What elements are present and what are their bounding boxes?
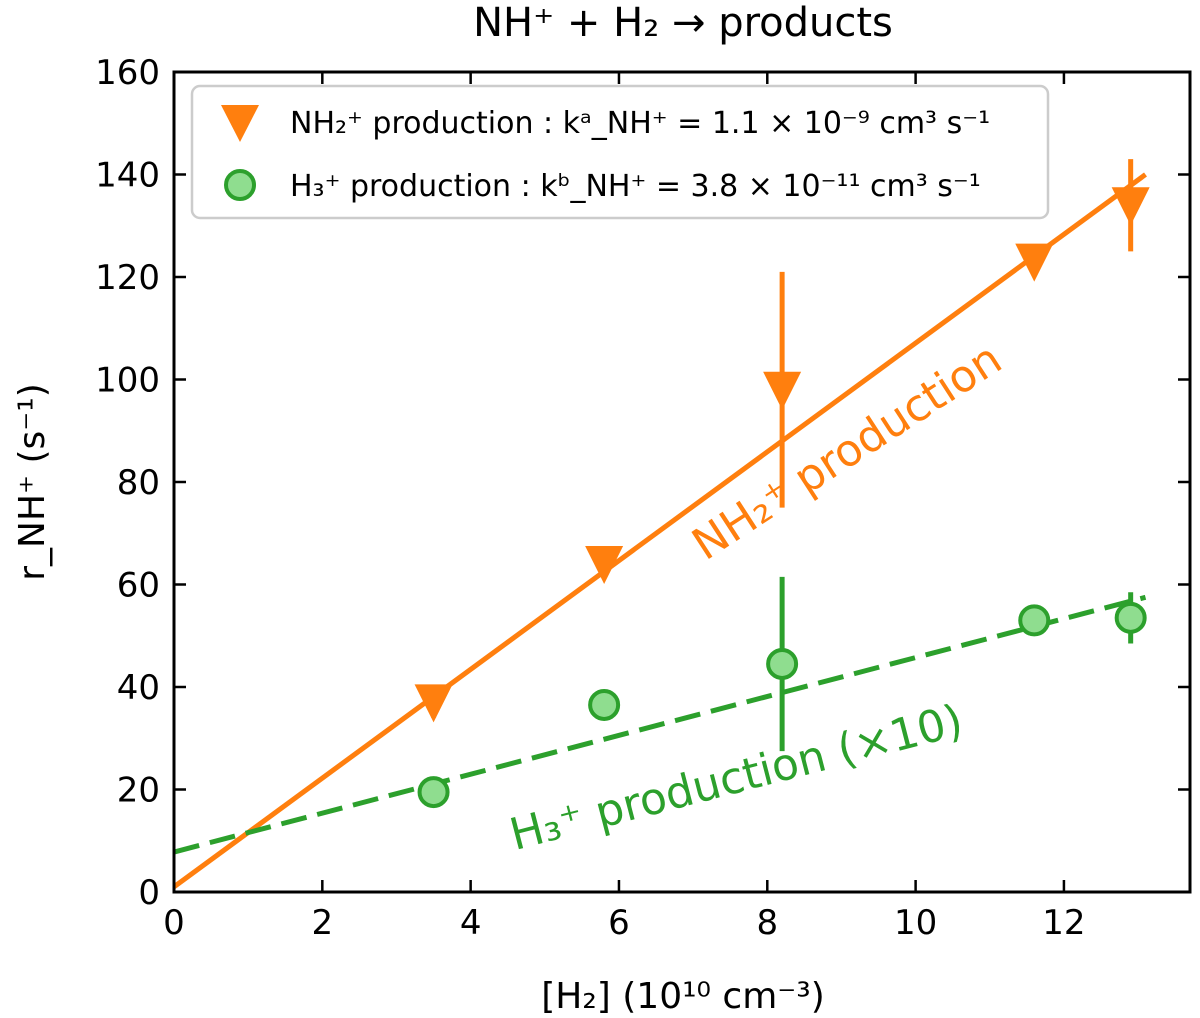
data-point-nh2 (1015, 243, 1054, 282)
fit-line-h3 (174, 594, 1147, 855)
fit-line-nh2 (174, 172, 1147, 889)
data-point-nh2 (1111, 187, 1150, 226)
y-tick-label: 20 (117, 771, 160, 811)
x-tick-label: 2 (312, 903, 334, 943)
y-tick-label: 120 (95, 258, 160, 298)
legend-marker-nh2 (221, 105, 259, 142)
data-point-nh2 (763, 371, 802, 410)
legend: NH₂⁺ production : kᵃ_NH⁺ = 1.1 × 10⁻⁹ cm… (190, 84, 1050, 220)
line-label-nh2: NH₂⁺ production (683, 333, 1010, 570)
x-tick-label: 8 (756, 903, 778, 943)
y-tick-label: 60 (117, 566, 160, 606)
plot-area: NH₂⁺ production H₃⁺ production (×10) (174, 159, 1150, 889)
legend-marker-h3 (224, 169, 256, 201)
x-tick-label: 0 (163, 903, 185, 943)
data-point-nh2 (585, 546, 624, 584)
y-tick-label: 80 (117, 463, 160, 503)
x-tick-label: 6 (608, 903, 630, 943)
line-label-h3: H₃⁺ production (×10) (505, 695, 968, 861)
x-axis-label: [H₂] (10¹⁰ cm⁻³) (541, 976, 825, 1017)
x-tick-label: 12 (1042, 903, 1085, 943)
data-point-nh2 (414, 684, 453, 723)
data-point-h3 (588, 688, 621, 721)
x-tick-label: 10 (894, 903, 937, 943)
legend-box (190, 84, 1050, 220)
y-axis-label: r_NH⁺ (s⁻¹) (12, 383, 53, 581)
y-tick-label: 40 (117, 668, 160, 708)
y-tick-label: 140 (95, 156, 160, 196)
data-point-h3 (417, 776, 450, 809)
y-tick-label: 160 (95, 53, 160, 93)
chart-title: NH⁺ + H₂ → products (473, 0, 893, 46)
data-point-h3 (1114, 601, 1147, 634)
y-tick-label: 100 (95, 361, 160, 401)
plot-content (174, 159, 1150, 889)
data-point-h3 (766, 647, 799, 680)
legend-label-h3: H₃⁺ production : kᵇ_NH⁺ = 3.8 × 10⁻¹¹ cm… (290, 169, 981, 204)
data-point-h3 (1018, 604, 1051, 637)
y-tick-label: 0 (138, 873, 160, 913)
x-tick-label: 4 (460, 903, 482, 943)
legend-label-nh2: NH₂⁺ production : kᵃ_NH⁺ = 1.1 × 10⁻⁹ cm… (290, 106, 990, 141)
